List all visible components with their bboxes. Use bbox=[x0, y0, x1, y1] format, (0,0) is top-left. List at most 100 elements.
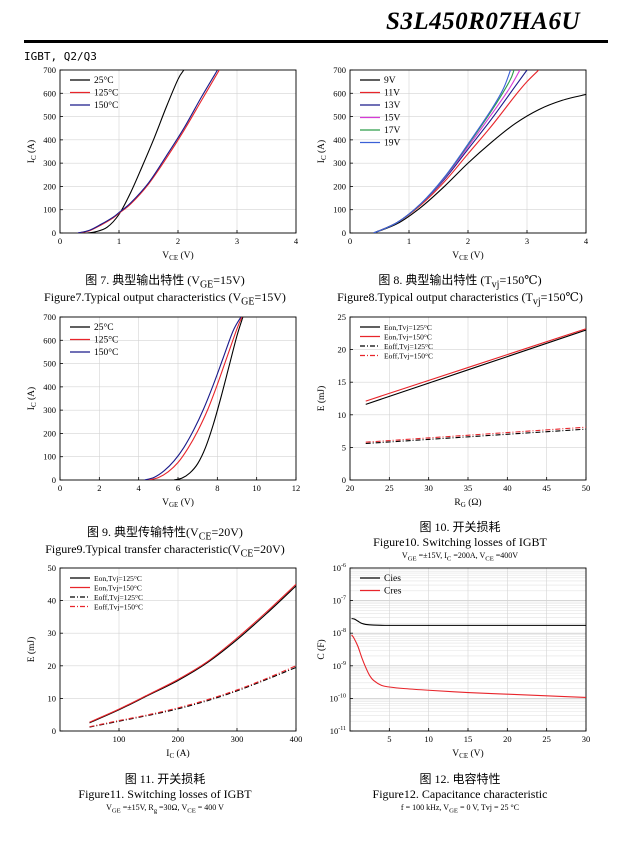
y-tick-label: 50 bbox=[48, 563, 57, 573]
caption-fig7: 图 7. 典型输出特性 (VGE=15V) Figure7.Typical ou… bbox=[20, 271, 310, 308]
legend-label: Eon,Tvj=125°C bbox=[384, 323, 432, 332]
x-tick-label: 100 bbox=[113, 734, 126, 744]
caption-cn: 图 11. 开关损耗 bbox=[124, 772, 206, 786]
legend-label: 25°C bbox=[94, 75, 114, 86]
series-line bbox=[373, 93, 586, 233]
x-tick-label: 45 bbox=[542, 483, 551, 493]
x-tick-label: 0 bbox=[348, 236, 352, 246]
y-tick-label: 10 bbox=[48, 693, 57, 703]
legend: Cies Cres bbox=[360, 574, 402, 597]
legend: Eon,Tvj=125°CEon,Tvj=150°CEoff,Tvj=125°C… bbox=[70, 574, 143, 612]
x-tick-label: 2 bbox=[466, 236, 470, 246]
y-tick-label: 200 bbox=[43, 428, 56, 438]
x-tick-label: 200 bbox=[172, 734, 185, 744]
x-axis-label: VGE (V) bbox=[162, 497, 194, 509]
caption-en: Figure8.Typical output characteristics (… bbox=[337, 290, 583, 308]
x-axis-label: VCE (V) bbox=[452, 250, 483, 262]
y-tick-label: 30 bbox=[48, 628, 57, 638]
y-tick-label: 5 bbox=[342, 442, 346, 452]
y-tick-label: 200 bbox=[333, 181, 346, 191]
caption-fig11: 图 11. 开关损耗 Figure11. Switching losses of… bbox=[20, 770, 310, 815]
x-tick-label: 10 bbox=[424, 734, 433, 744]
x-tick-label: 12 bbox=[292, 483, 301, 493]
legend: Eon,Tvj=125°CEon,Tvj=150°CEoff,Tvj=125°C… bbox=[360, 323, 433, 361]
x-axis-label: VCE (V) bbox=[162, 250, 193, 262]
caption-conditions: VGE =±15V, IC =200A, VCE =400V bbox=[401, 551, 519, 563]
legend-label: Eon,Tvj=150°C bbox=[94, 584, 142, 593]
y-tick-label: 500 bbox=[43, 359, 56, 369]
y-tick-label: 500 bbox=[43, 112, 56, 122]
y-tick-label: 400 bbox=[333, 135, 346, 145]
y-tick-label: 15 bbox=[338, 377, 347, 387]
legend-label: 11V bbox=[384, 89, 400, 99]
x-axis-label: VCE (V) bbox=[452, 748, 483, 760]
series-line bbox=[173, 317, 244, 480]
y-tick-label: 0 bbox=[52, 228, 56, 238]
y-tick-label: 200 bbox=[43, 181, 56, 191]
gridlines bbox=[350, 568, 587, 732]
series-line bbox=[144, 317, 242, 480]
caption-en: Figure10. Switching losses of IGBT bbox=[373, 535, 547, 549]
legend-label: 150°C bbox=[94, 347, 118, 358]
series-line bbox=[373, 70, 511, 233]
x-tick-label: 35 bbox=[464, 483, 473, 493]
caption-fig10: 图 10. 开关损耗 Figure10. Switching losses of… bbox=[310, 518, 610, 563]
caption-en: Figure12. Capacitance characteristic bbox=[372, 787, 548, 801]
x-tick-label: 300 bbox=[231, 734, 244, 744]
x-tick-label: 2 bbox=[176, 236, 180, 246]
x-tick-label: 5 bbox=[387, 734, 391, 744]
y-tick-label: 100 bbox=[43, 452, 56, 462]
caption-fig12: 图 12. 电容特性 Figure12. Capacitance charact… bbox=[310, 770, 610, 815]
chart-switching-rg: 20 25 30 35 40 45 50 0 5 10 15 20 25 RG (Ω) E (mJ) Eon,… bbox=[316, 312, 591, 509]
legend-label: 25°C bbox=[94, 322, 114, 333]
y-tick-label: 10-6 bbox=[333, 563, 347, 573]
series-line bbox=[77, 70, 219, 233]
y-tick-label: 0 bbox=[52, 475, 56, 485]
series-line bbox=[365, 329, 586, 405]
legend-label: Eoff,Tvj=125°C bbox=[384, 342, 433, 351]
caption-en: Figure9.Typical transfer characteristic(… bbox=[45, 542, 285, 560]
chart-output-vge15: 0 1 2 3 4 0 100 200 300 400 500 600 700 VCE (V) IC (A)… bbox=[26, 65, 299, 262]
y-tick-label: 100 bbox=[43, 205, 56, 215]
y-tick-label: 10-11 bbox=[330, 726, 346, 736]
legend-label: Cres bbox=[384, 587, 402, 597]
series-line bbox=[351, 634, 586, 698]
y-tick-label: 10 bbox=[338, 410, 347, 420]
series-line bbox=[148, 317, 243, 480]
legend-label: Eon,Tvj=150°C bbox=[384, 333, 432, 342]
y-tick-label: 400 bbox=[43, 135, 56, 145]
series-line bbox=[86, 70, 185, 233]
x-tick-label: 20 bbox=[503, 734, 512, 744]
x-tick-label: 1 bbox=[407, 236, 411, 246]
x-tick-label: 1 bbox=[117, 236, 121, 246]
y-tick-label: 600 bbox=[43, 335, 56, 345]
y-tick-label: 400 bbox=[43, 382, 56, 392]
legend-label: 9V bbox=[384, 76, 396, 86]
series-line bbox=[365, 426, 586, 443]
x-tick-label: 0 bbox=[58, 236, 62, 246]
x-axis-label: IC (A) bbox=[166, 748, 189, 760]
x-tick-label: 40 bbox=[503, 483, 512, 493]
y-axis-label: IC (A) bbox=[26, 140, 38, 163]
chart-switching-ic: 100 200 300 400 0 10 20 30 40 50 IC (A) E (mJ) Eon,T… bbox=[26, 563, 302, 760]
y-axis-label: IC (A) bbox=[316, 140, 328, 163]
caption-cn: 图 9. 典型传输特性(VCE=20V) bbox=[87, 525, 243, 543]
x-tick-label: 3 bbox=[235, 236, 239, 246]
y-axis-label: C (F) bbox=[316, 639, 327, 659]
y-tick-label: 100 bbox=[333, 205, 346, 215]
chart-output-tvj150: 0 1 2 3 4 0 100 200 300 400 500 600 700 VCE (V) IC (A)… bbox=[316, 65, 589, 262]
caption-cn: 图 7. 典型输出特性 (VGE=15V) bbox=[85, 273, 245, 291]
chart-transfer: 0 2 4 6 8 10 12 0 100 200 300 400 500 600 700 VGE (V) IC… bbox=[26, 312, 301, 509]
y-tick-label: 0 bbox=[342, 228, 346, 238]
legend: 9V 11V 13V 15V 17V 19V bbox=[360, 76, 401, 149]
x-tick-label: 50 bbox=[582, 483, 591, 493]
legend-label: Eoff,Tvj=150°C bbox=[384, 352, 433, 361]
y-axis-label: E (mJ) bbox=[26, 637, 37, 663]
y-tick-label: 0 bbox=[342, 475, 346, 485]
y-tick-label: 500 bbox=[333, 112, 346, 122]
legend-label: Eoff,Tvj=125°C bbox=[94, 593, 143, 602]
series-line bbox=[365, 428, 586, 445]
legend-label: 125°C bbox=[94, 88, 118, 99]
y-tick-label: 0 bbox=[52, 726, 56, 736]
